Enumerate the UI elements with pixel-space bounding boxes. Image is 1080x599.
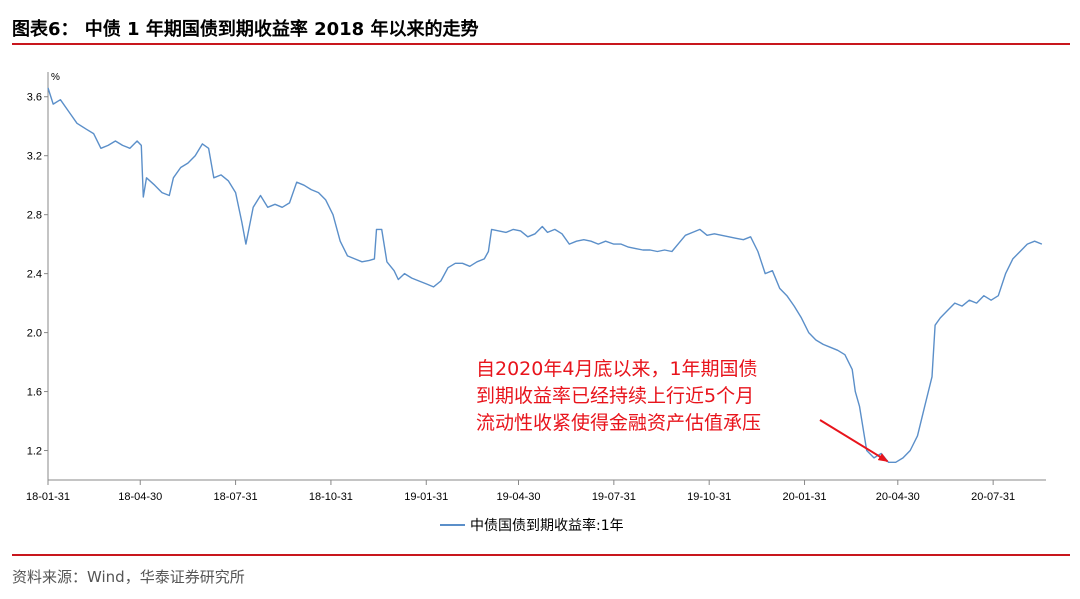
- y-tick-label: 1.6: [27, 387, 42, 399]
- figure-title: 图表6： 中债 1 年期国债到期收益率 2018 年以来的走势: [12, 19, 479, 40]
- x-tick-label: 18-04-30: [118, 491, 162, 503]
- y-tick-label: 3.6: [27, 92, 42, 104]
- y-tick-label: 3.2: [27, 151, 42, 163]
- x-tick-label: 20-01-31: [783, 491, 827, 503]
- source-divider: [12, 554, 1070, 556]
- legend: 中债国债到期收益率:1年: [440, 517, 624, 534]
- annotation-text-line: 流动性收紧使得金融资产估值承压: [476, 412, 761, 434]
- annotation-text-line: 到期收益率已经持续上行近5个月: [476, 385, 754, 407]
- annotation-layer: 自2020年4月底以来，1年期国债到期收益率已经持续上行近5个月流动性收紧使得金…: [476, 358, 889, 463]
- x-tick-label: 18-07-31: [214, 491, 258, 503]
- legend-label: 中债国债到期收益率:1年: [470, 517, 624, 534]
- annotation-text-line: 自2020年4月底以来，1年期国债: [476, 358, 758, 380]
- series-layer: [47, 87, 1043, 463]
- series-line: [47, 87, 1043, 463]
- y-tick-label: 1.2: [27, 446, 42, 458]
- y-tick-label: 2.8: [27, 210, 42, 222]
- source-note: 资料来源：Wind，华泰证券研究所: [12, 568, 245, 586]
- y-tick-label: 2.4: [27, 269, 42, 281]
- x-tick-label: 19-01-31: [404, 491, 448, 503]
- x-tick-label: 19-10-31: [687, 491, 731, 503]
- y-axis: % 3.6 3.2 2.8 2.4 2.0 1.6 1.2: [27, 72, 60, 480]
- x-tick-label: 20-04-30: [876, 491, 920, 503]
- x-axis: 18-01-31 18-04-30 18-07-31 18-10-31 19-01-31…: [26, 479, 1046, 503]
- annotation-arrow: [819, 419, 889, 463]
- y-axis-unit: %: [51, 72, 60, 83]
- x-tick-label: 20-07-31: [971, 491, 1015, 503]
- title-divider: [12, 43, 1070, 45]
- x-tick-label: 18-10-31: [309, 491, 353, 503]
- x-tick-label: 18-01-31: [26, 491, 70, 503]
- y-tick-label: 2.0: [27, 328, 42, 340]
- x-tick-label: 19-07-31: [592, 491, 636, 503]
- x-tick-label: 19-04-30: [496, 491, 540, 503]
